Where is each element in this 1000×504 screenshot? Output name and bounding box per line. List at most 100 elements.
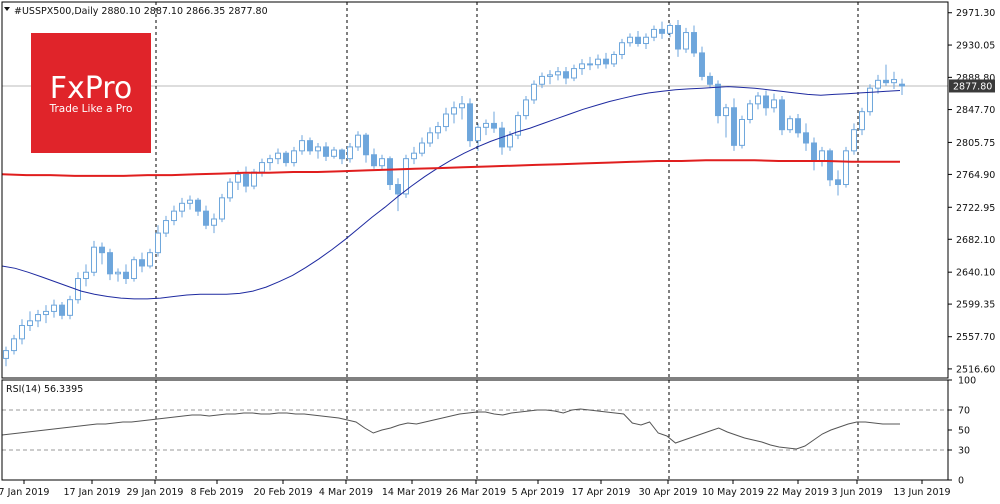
rsi-tick-label: 50: [958, 426, 970, 437]
candle-body-up: [619, 42, 625, 55]
candle: [435, 121, 441, 140]
candle: [755, 92, 761, 110]
candle-body-up: [163, 220, 169, 234]
candle: [659, 21, 665, 39]
candle-body-up: [259, 162, 265, 173]
candle-body-up: [851, 129, 857, 152]
candle-body-up: [251, 171, 257, 187]
candle: [147, 248, 153, 269]
x-tick-label: 3 Jun 2019: [831, 487, 882, 498]
candle-body-up: [419, 142, 425, 154]
candle: [667, 23, 673, 38]
candle: [459, 96, 465, 120]
candle: [211, 213, 217, 234]
candle: [187, 195, 193, 210]
candle: [363, 132, 369, 163]
x-tick-label: 20 Feb 2019: [253, 487, 312, 498]
candle-body-up: [51, 304, 57, 312]
candle-body-down: [203, 210, 209, 226]
logo-tagline-text: Trade Like a Pro: [49, 103, 133, 115]
candle-body-up: [555, 71, 561, 76]
candle-body-up: [331, 149, 337, 157]
price-tick-label: 2764.90: [956, 170, 995, 181]
rsi-tick-label: 30: [958, 446, 970, 457]
candle: [131, 256, 137, 282]
candle: [491, 111, 497, 133]
candle: [739, 115, 745, 149]
candle: [899, 78, 905, 95]
candle: [227, 178, 233, 202]
candle: [195, 197, 201, 216]
candle: [323, 142, 329, 162]
candle-body-up: [11, 338, 17, 352]
candle: [331, 146, 337, 159]
candle: [627, 33, 633, 47]
candle-body-up: [411, 152, 417, 160]
candle: [299, 135, 305, 155]
candle-body-up: [667, 25, 673, 34]
candle: [723, 103, 729, 138]
candle-body-up: [531, 83, 537, 101]
candle-body-up: [115, 271, 121, 275]
candle-body-down: [691, 32, 697, 54]
candle-body-up: [507, 134, 513, 148]
candle: [875, 74, 881, 94]
candle-body-down: [803, 132, 809, 144]
candle: [675, 20, 681, 57]
candle-body-up: [379, 158, 385, 167]
candle: [395, 178, 401, 212]
candle: [155, 225, 161, 257]
candle-body-up: [299, 140, 305, 152]
candle-body-up: [267, 158, 273, 164]
candle: [347, 143, 353, 163]
candle: [483, 119, 489, 136]
candle-body-down: [835, 179, 841, 186]
candle-body-up: [539, 75, 545, 85]
candle: [619, 38, 625, 60]
candle: [867, 84, 873, 116]
candle-body-up: [403, 158, 409, 195]
candle-body-up: [427, 132, 433, 144]
candle-body-up: [547, 74, 553, 77]
candle-body-down: [899, 83, 905, 87]
candle-body-down: [811, 142, 817, 162]
candle-body-up: [155, 232, 161, 254]
candle: [139, 252, 145, 273]
price-tick-label: 2930.05: [956, 41, 995, 52]
candle-body-up: [3, 350, 9, 359]
candle: [827, 148, 833, 187]
candle-body-up: [891, 79, 897, 84]
candle: [451, 101, 457, 124]
candle: [387, 156, 393, 190]
candle: [427, 127, 433, 147]
candle-body-up: [475, 126, 481, 142]
candle: [371, 148, 377, 169]
candle-body-down: [659, 28, 665, 34]
logo-brand-text: FxPro: [50, 71, 133, 106]
candle: [651, 25, 657, 42]
candle-body-up: [571, 68, 577, 79]
candle-body-up: [643, 36, 649, 45]
candle: [171, 205, 177, 226]
candle-body-up: [443, 113, 449, 128]
candle: [107, 248, 113, 281]
candle: [787, 115, 793, 133]
candle: [163, 215, 169, 237]
candle: [859, 107, 865, 136]
candle: [411, 146, 417, 165]
candle-body-down: [283, 152, 289, 164]
candle-body-up: [523, 99, 529, 117]
candle: [771, 93, 777, 113]
candle-body-down: [323, 146, 329, 157]
rsi-header: RSI(14) 56.3395: [6, 384, 83, 395]
x-tick-label: 29 Jan 2019: [127, 487, 184, 498]
candle-body-down: [467, 103, 473, 142]
candle: [115, 268, 121, 282]
fxpro-logo: [31, 33, 151, 153]
candle: [691, 25, 697, 57]
candle-body-down: [387, 158, 393, 186]
candle-body-up: [627, 36, 633, 44]
candle-body-up: [315, 146, 321, 152]
collapse-triangle-icon[interactable]: [4, 7, 10, 11]
